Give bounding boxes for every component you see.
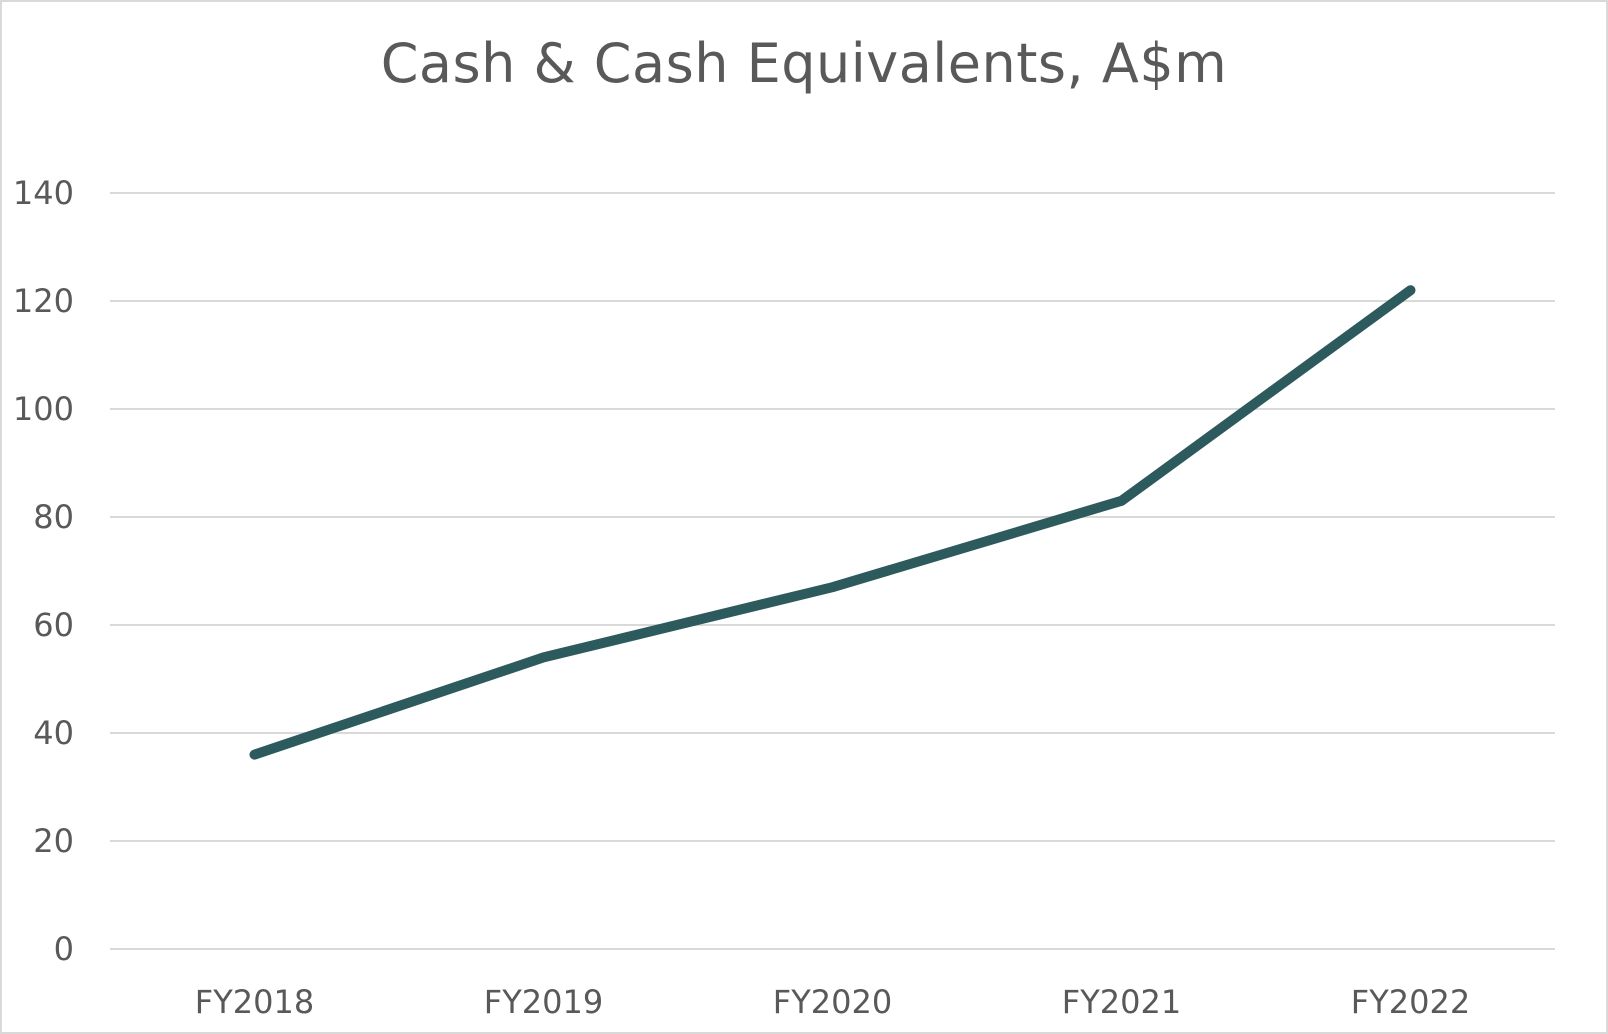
y-tick-label: 100 — [13, 390, 74, 428]
series — [249, 285, 1416, 760]
chart-title: Cash & Cash Equivalents, A$m — [380, 32, 1228, 95]
x-axis-ticks: FY2018 FY2019 FY2020 FY2021 FY2022 — [195, 983, 1470, 1021]
x-tick-label: FY2022 — [1351, 983, 1470, 1021]
y-tick-label: 0 — [54, 930, 74, 968]
series-line — [249, 285, 1416, 760]
x-tick-label: FY2021 — [1062, 983, 1181, 1021]
x-tick-label: FY2020 — [773, 983, 892, 1021]
gridlines — [110, 192, 1555, 950]
y-tick-label: 120 — [13, 282, 74, 320]
y-tick-label: 40 — [33, 714, 74, 752]
y-tick-label: 20 — [33, 822, 74, 860]
y-axis-ticks: 0 20 40 60 80 100 120 140 — [13, 174, 74, 968]
x-tick-label: FY2019 — [484, 983, 603, 1021]
y-tick-label: 140 — [13, 174, 74, 212]
y-tick-label: 60 — [33, 606, 74, 644]
y-tick-label: 80 — [33, 498, 74, 536]
x-tick-label: FY2018 — [195, 983, 314, 1021]
